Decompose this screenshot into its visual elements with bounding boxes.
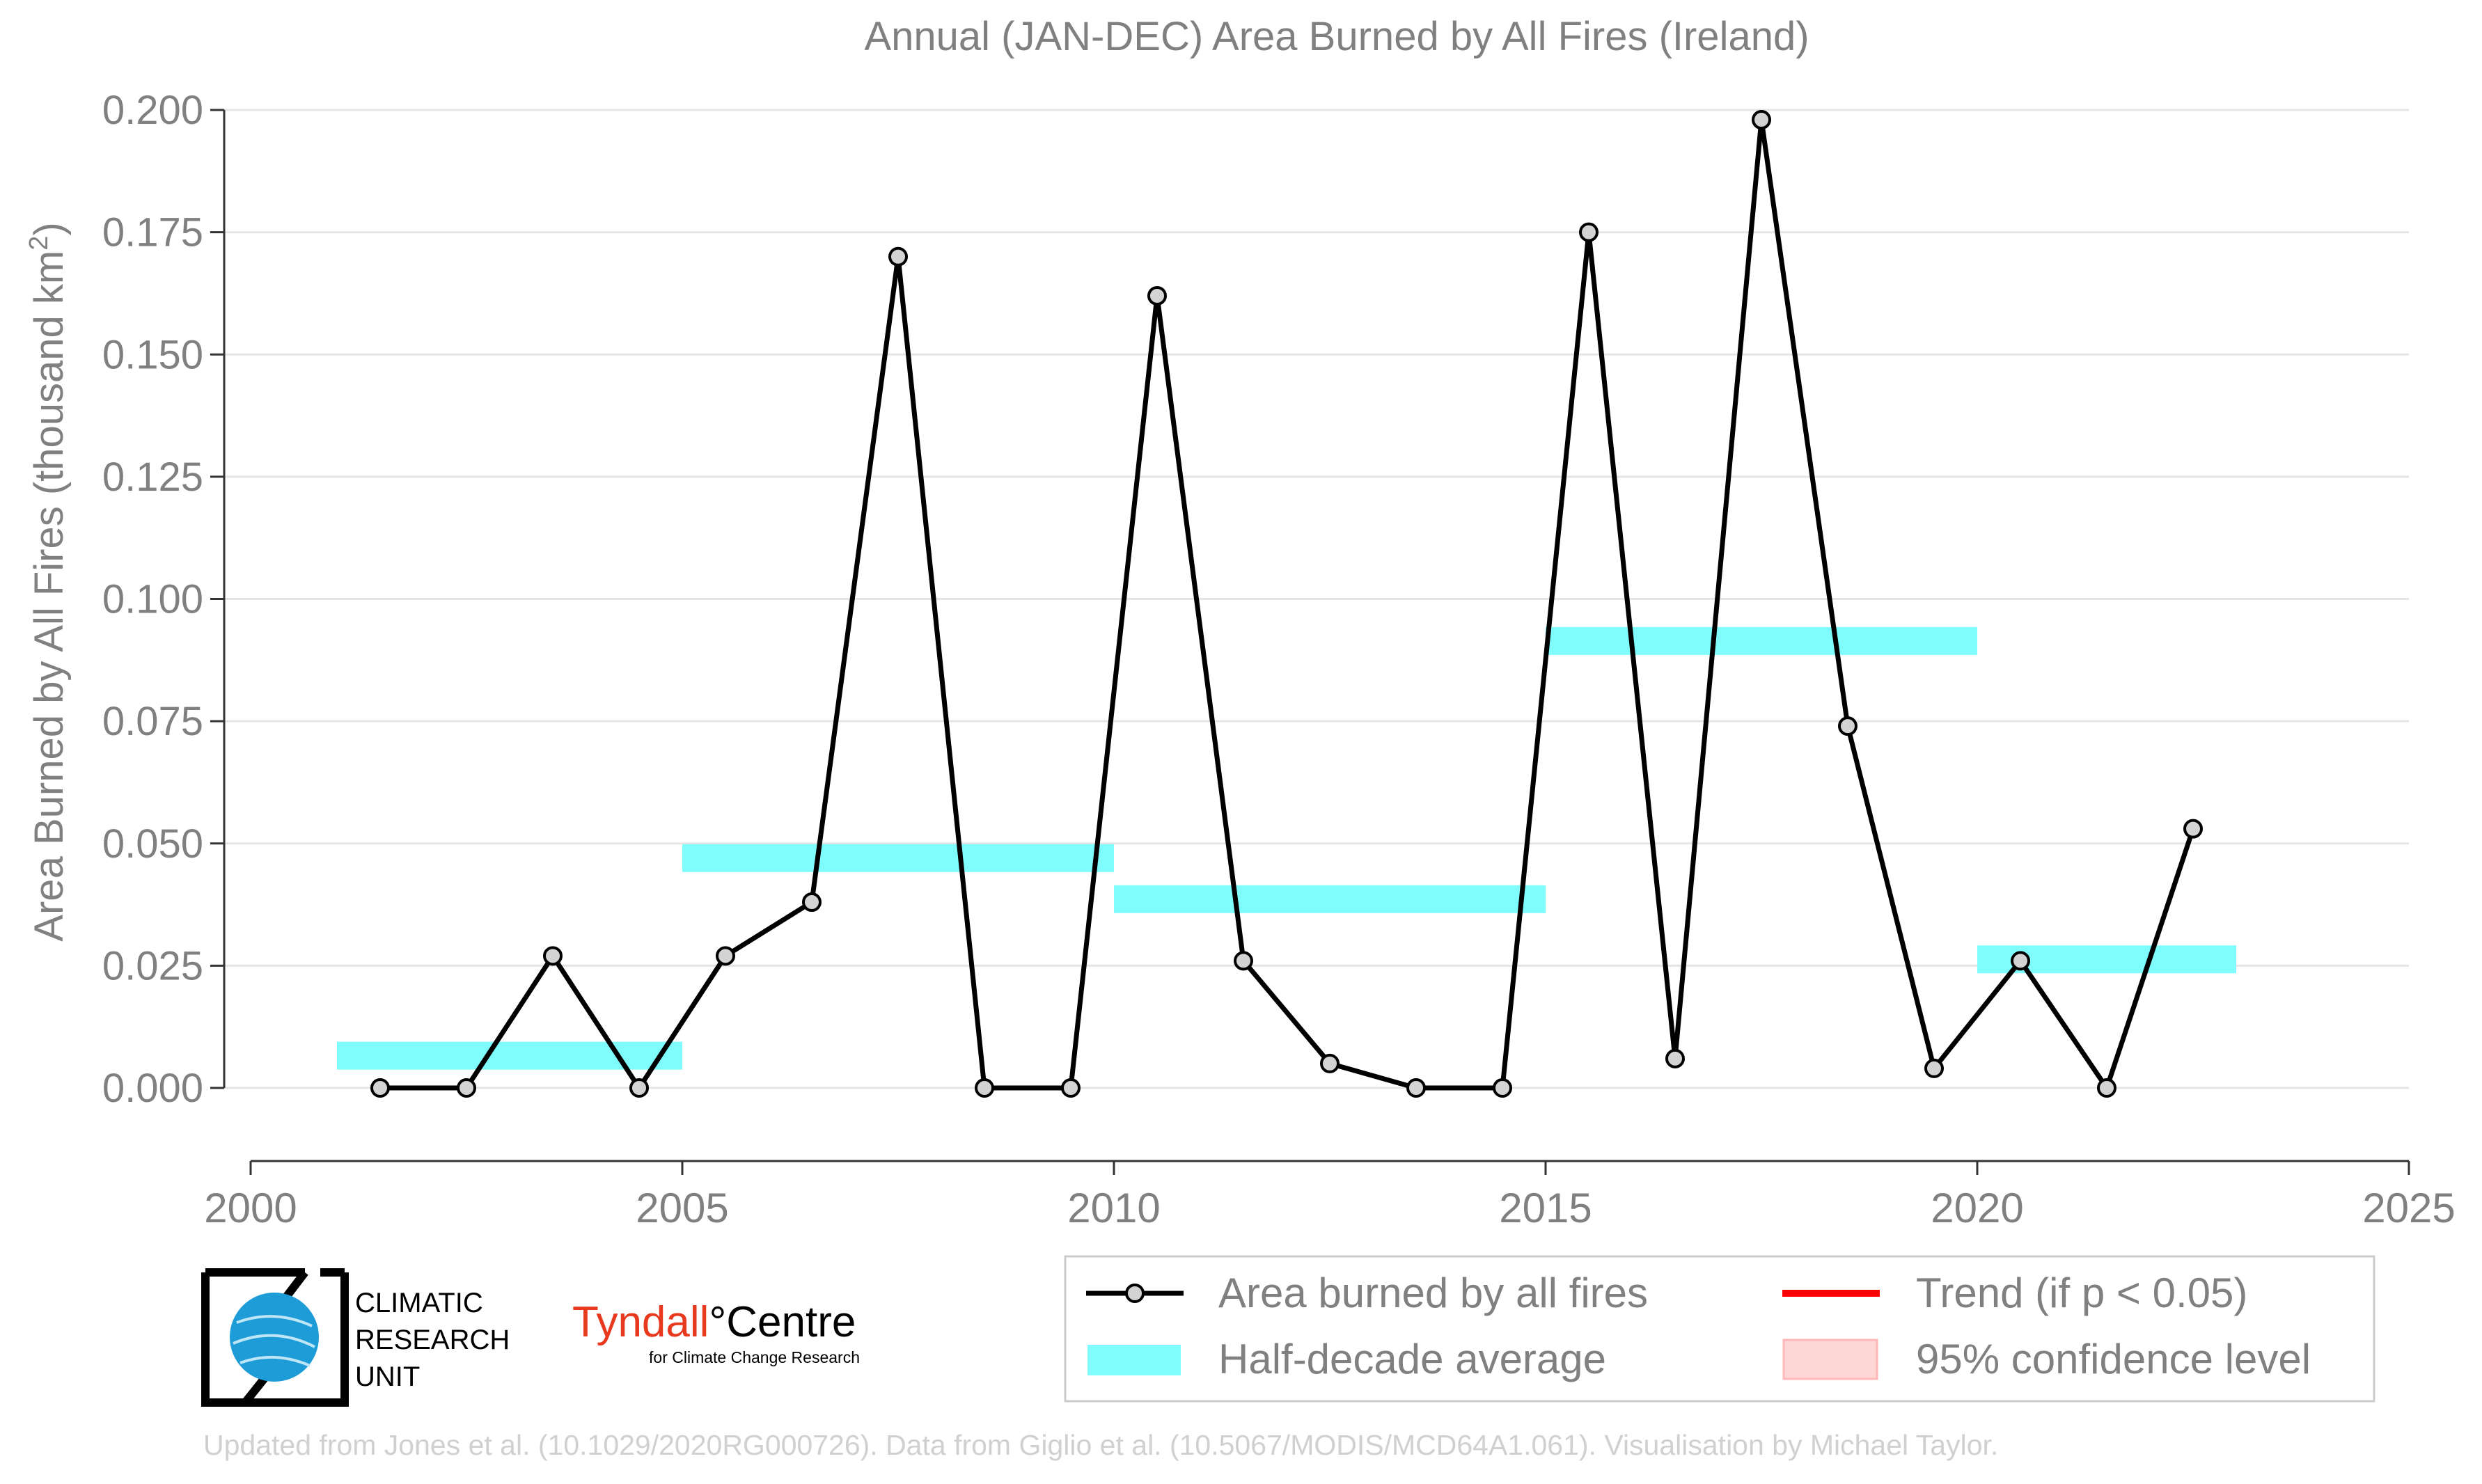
tyndall-main: Tyndall [572,1298,709,1346]
y-tick-label: 0.050 [102,821,203,867]
data-point [975,1078,994,1098]
x-tick-label: 2025 [2362,1185,2455,1231]
data-point [370,1078,390,1098]
half-decade-bar [1114,885,1546,913]
data-point [888,246,908,267]
data-point [1579,222,1599,242]
tyndall-logo: Tyndall°Centre for Climate Change Resear… [572,1298,860,1366]
data-point [2097,1078,2116,1098]
data-point [1320,1053,1340,1073]
data-point [1924,1058,1944,1078]
y-tick-label: 0.000 [102,1066,203,1111]
data-point [802,892,822,913]
data-point [1234,951,1253,971]
legend-confidence-swatch [1782,1339,1878,1380]
series-line [380,119,2196,1094]
data-point [1665,1048,1685,1068]
legend-item-trend: Trend (if p < 0.05) [1782,1270,2247,1316]
y-axis-label: Area Burned by All Fires (thousand km2) [24,222,72,941]
half-decade-bar [337,1041,682,1070]
footer-credits: Updated from Jones et al. (10.1029/2020R… [203,1429,1998,1461]
cru-text-line2: RESEARCH [355,1325,510,1355]
y-tick-label: 0.125 [102,455,203,500]
data-point [1061,1078,1081,1098]
x-tick-label: 2000 [204,1185,297,1231]
tyndall-wordmark: Tyndall°Centre [572,1298,856,1346]
x-tick-label: 2020 [1931,1185,2023,1231]
y-tick-label: 0.100 [102,577,203,622]
cru-globe-icon [230,1293,319,1382]
axes: 0.000 0.025 0.050 0.075 0.100 0.125 0.150 0.175… [102,88,2456,1231]
legend-item-confidence: 95% confidence level [1782,1336,2311,1382]
chart-title: Annual (JAN-DEC) Area Burned by All Fire… [864,14,1809,59]
legend-item-area-burned: Area burned by all fires [1086,1270,1648,1316]
x-tick-label: 2005 [636,1185,728,1231]
tyndall-subtitle: for Climate Change Research [649,1348,860,1366]
cru-logo: CLIMATIC RESEARCH UNIT [201,1268,510,1407]
data-point [1406,1078,1426,1098]
data-point [716,946,735,966]
y-axis-label-base: Area Burned by All Fires (thousand km [26,251,72,942]
y-tick-label: 0.075 [102,699,203,744]
y-tick-label: 0.025 [102,943,203,988]
half-decade-bar [1546,626,1977,655]
cru-text-line3: UNIT [355,1361,420,1392]
legend-label-confidence: 95% confidence level [1916,1336,2311,1382]
data-point [457,1078,476,1098]
data-point [543,946,563,966]
y-axis-label-end: ) [26,222,72,235]
half-decade-bars [337,626,2236,1070]
legend-marker-swatch [1125,1284,1145,1303]
data-point [2183,819,2203,839]
data-point [629,1078,649,1098]
legend-label-trend: Trend (if p < 0.05) [1916,1270,2247,1316]
cru-text-line1: CLIMATIC [355,1288,483,1318]
cru-globe-swirl-icon [233,1315,315,1367]
cru-logo-frame-icon [201,1268,349,1407]
legend: Area burned by all fires Trend (if p < 0… [1064,1255,2375,1403]
x-tick-label: 2015 [1499,1185,1592,1231]
data-point [2011,951,2030,971]
legend-label-area-burned: Area burned by all fires [1218,1270,1648,1316]
legend-half-decade-swatch [1087,1345,1181,1375]
data-point [1752,110,1771,130]
series-area-burned [370,110,2203,1098]
x-tick-label: 2010 [1067,1185,1160,1231]
grid-lines [224,109,2409,1089]
y-axis-label-sup: 2 [24,236,54,251]
data-point [1147,285,1167,306]
data-point [1838,716,1857,736]
tyndall-centre: Centre [726,1298,856,1346]
legend-label-half-decade: Half-decade average [1218,1336,1606,1382]
y-tick-label: 0.175 [102,210,203,255]
legend-box [1064,1255,2375,1403]
legend-item-half-decade: Half-decade average [1087,1336,1606,1382]
tyndall-degree: ° [709,1298,726,1346]
y-tick-label: 0.200 [102,88,203,133]
y-tick-label: 0.150 [102,332,203,377]
half-decade-bar [682,844,1114,872]
data-point [1493,1078,1512,1098]
